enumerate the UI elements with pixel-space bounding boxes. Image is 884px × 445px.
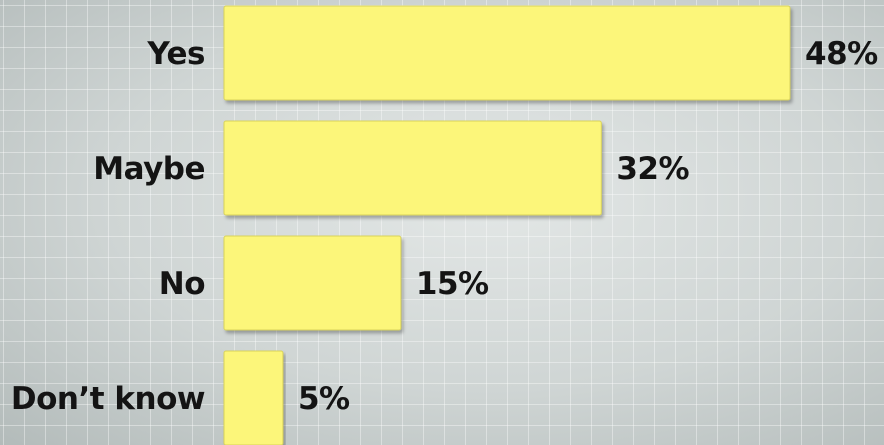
category-label-yes: Yes	[146, 36, 205, 72]
bar-don-t-know	[223, 350, 284, 445]
labels-group: Yes 48% Maybe 32% No 15% Don’t know 5%	[11, 36, 879, 417]
bar-yes	[223, 5, 791, 101]
bar-no	[223, 235, 402, 331]
bars-group	[223, 5, 791, 445]
value-label-don-t-know: 5%	[298, 381, 350, 417]
category-label-maybe: Maybe	[93, 151, 205, 187]
value-label-yes: 48%	[805, 36, 878, 72]
bar-maybe	[223, 120, 602, 216]
value-label-maybe: 32%	[616, 151, 689, 187]
value-label-no: 15%	[416, 266, 489, 302]
category-label-don-t-know: Don’t know	[11, 381, 205, 417]
category-label-no: No	[159, 266, 205, 302]
